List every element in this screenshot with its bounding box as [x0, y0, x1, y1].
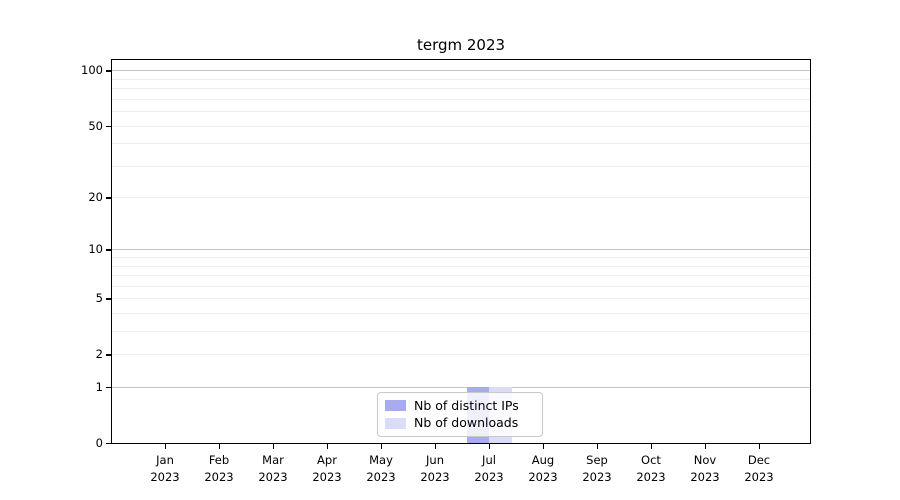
x-tick: [596, 444, 598, 449]
x-tick-label: Apr 2023: [312, 453, 342, 484]
gridline-minor: [112, 88, 810, 90]
gridline-major: [112, 70, 810, 72]
x-tick: [758, 444, 760, 449]
y-tick-label: 0: [95, 436, 103, 450]
y-tick-label: 1: [95, 380, 103, 395]
gridline-minor: [112, 285, 810, 287]
x-tick: [272, 444, 274, 449]
y-tick-label: 5: [95, 291, 103, 306]
x-tick: [542, 444, 544, 449]
x-tick: [650, 444, 652, 449]
gridline-minor: [112, 257, 810, 259]
y-tick: [106, 249, 111, 251]
gridline-minor: [112, 298, 810, 300]
y-tick: [106, 298, 111, 300]
y-tick: [106, 70, 111, 72]
y-tick: [106, 387, 111, 389]
chart-title: tergm 2023: [416, 36, 506, 54]
x-tick-label: Nov 2023: [690, 453, 720, 484]
y-tick: [106, 443, 111, 445]
y-tick-label: 2: [95, 347, 103, 362]
x-tick-label: Aug 2023: [528, 453, 558, 484]
x-tick: [380, 444, 382, 449]
x-tick: [164, 444, 166, 449]
y-tick-label: 50: [88, 118, 103, 133]
legend-label: Nb of distinct IPs: [414, 397, 519, 413]
gridline-minor: [112, 197, 810, 199]
x-tick-label: Dec 2023: [744, 453, 774, 484]
x-tick-label: May 2023: [366, 453, 396, 484]
gridline-minor: [112, 165, 810, 167]
x-tick-label: Mar 2023: [258, 453, 288, 484]
gridline-minor: [112, 275, 810, 277]
y-tick: [106, 354, 111, 356]
gridline-minor: [112, 125, 810, 127]
legend-item: Nb of distinct IPs: [385, 397, 535, 413]
legend-label: Nb of downloads: [414, 415, 519, 431]
x-tick: [326, 444, 328, 449]
gridline-minor: [112, 313, 810, 315]
gridline-minor: [112, 354, 810, 356]
y-tick-label: 100: [81, 63, 103, 78]
x-tick: [434, 444, 436, 449]
gridline-major: [112, 387, 810, 389]
x-tick: [704, 444, 706, 449]
legend-item: Nb of downloads: [385, 416, 535, 430]
legend: Nb of distinct IPs Nb of downloads: [377, 392, 543, 437]
x-tick-label: Feb 2023: [204, 453, 234, 484]
x-tick: [218, 444, 220, 449]
plot-area: [111, 59, 811, 444]
gridline-minor: [112, 111, 810, 113]
y-tick: [106, 197, 111, 199]
gridline-minor: [112, 78, 810, 80]
x-tick-label: Oct 2023: [636, 453, 666, 484]
x-tick: [488, 444, 490, 449]
y-tick-label: 10: [88, 242, 103, 257]
gridline-major: [112, 249, 810, 251]
x-tick-label: Sep 2023: [582, 453, 612, 484]
y-tick-label: 20: [88, 190, 103, 205]
gridline-minor: [112, 98, 810, 100]
gridline-minor: [112, 143, 810, 145]
gridline-minor: [112, 331, 810, 333]
legend-swatch-downloads-icon: [385, 417, 406, 429]
legend-swatch-distinct-ips-icon: [385, 400, 406, 412]
y-tick: [106, 125, 111, 127]
x-tick-label: Jul 2023: [474, 453, 504, 484]
gridline-minor: [112, 265, 810, 267]
x-tick-label: Jun 2023: [420, 453, 450, 484]
x-tick-label: Jan 2023: [150, 453, 180, 484]
